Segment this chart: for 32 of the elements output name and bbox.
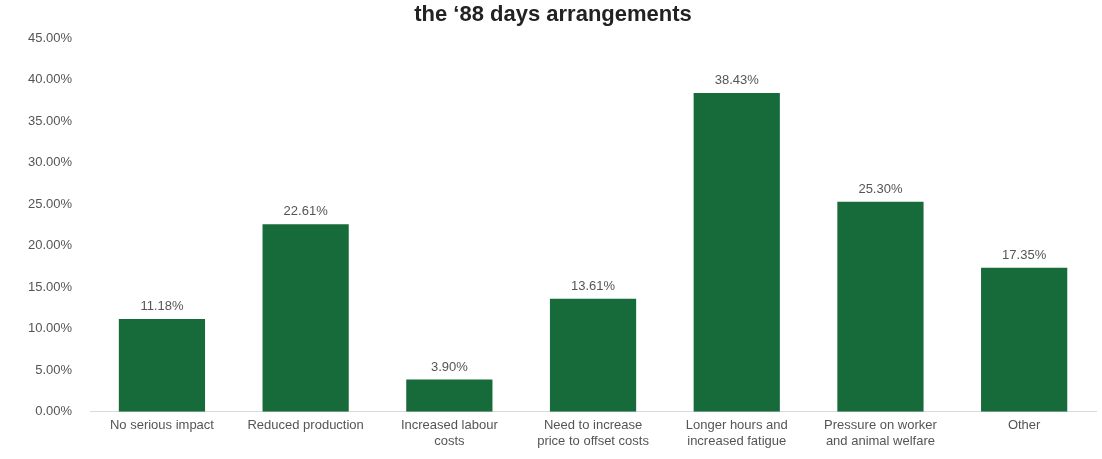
y-tick-label: 20.00% [28,237,73,253]
bar [837,201,924,412]
data-label: 22.61% [283,203,329,219]
x-tick-label: No serious impact [109,417,215,433]
data-label: 17.35% [1002,246,1047,262]
bar [981,267,1068,412]
y-tick-label: 35.00% [28,112,73,128]
y-tick-label: 15.00% [28,278,73,294]
x-tick-label: Increased labour costs [400,417,499,448]
y-tick-label: 30.00% [28,154,73,170]
y-tick-label: 25.00% [28,195,73,211]
data-label: 13.61% [571,277,616,293]
x-tick-label: Longer hours and increased fatigue [685,417,788,448]
data-label: 25.30% [858,180,903,196]
bar [693,92,780,412]
bar [549,298,637,412]
y-tick-label: 10.00% [28,320,73,336]
y-tick-label: 45.00% [28,29,73,45]
x-tick-label: Need to increase price to offset costs [537,417,650,448]
bar [262,224,349,412]
data-label: 38.43% [714,71,760,87]
x-tick-label: Pressure on worker and animal welfare [824,417,938,448]
y-tick-label: 40.00% [28,71,73,87]
y-tick-label: 0.00% [35,403,73,419]
bar [406,379,493,412]
bar [118,319,206,412]
chart-title: the ‘88 days arrangements [414,1,692,27]
data-label: 11.18% [140,298,184,314]
data-label: 3.90% [430,358,469,374]
x-tick-label: Other [1007,417,1042,433]
x-tick-label: Reduced production [247,417,364,433]
y-tick-label: 5.00% [35,361,73,377]
